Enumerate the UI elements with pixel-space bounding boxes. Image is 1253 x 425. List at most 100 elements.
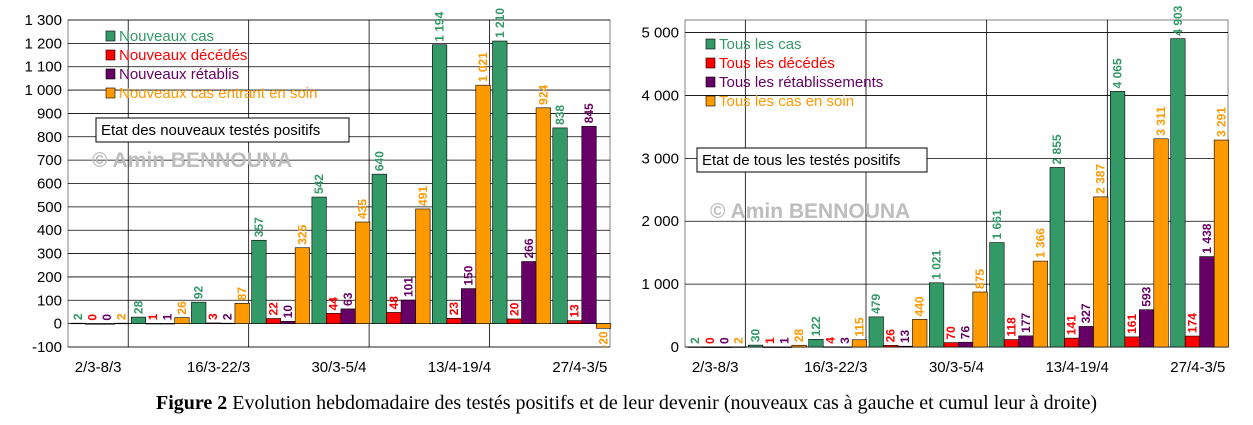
chart1-bar-0 <box>1110 91 1126 348</box>
chart0-ytick-label: 600 <box>37 176 62 193</box>
chart1-legend-swatch-0 <box>705 38 716 50</box>
chart1-ytick-label: 3 000 <box>641 150 679 167</box>
chart0-ytick-label: -100 <box>32 339 62 356</box>
chart1-data-label-2: 13 <box>898 330 912 344</box>
chart0-bar-0 <box>492 40 508 324</box>
chart1-bar-0 <box>868 316 884 348</box>
chart0-title-box <box>95 117 350 143</box>
chart1-bar-3 <box>1213 139 1229 348</box>
chart1-data-label-0: 479 <box>869 294 883 314</box>
chart1-data-label-2: 1 <box>778 337 792 344</box>
chart1-bar-1 <box>702 346 718 348</box>
chart1-bar-0 <box>687 346 703 348</box>
chart1-data-label-1: 70 <box>944 326 958 340</box>
chart1-bar-2 <box>958 341 974 348</box>
chart1-ytick-label: 0 <box>671 339 679 356</box>
chart1-data-label-0: 2 <box>688 337 702 344</box>
chart1-legend-swatch-3 <box>705 95 716 107</box>
chart0-bar-3 <box>595 323 612 329</box>
chart1-bar-1 <box>1003 339 1019 348</box>
chart1-bar-3 <box>1032 260 1048 348</box>
chart1-data-label-1: 1 <box>763 337 777 344</box>
chart0-bar-2 <box>340 308 356 324</box>
chart1-bar-2 <box>1139 309 1155 348</box>
chart0-data-label-1: 48 <box>387 296 401 310</box>
chart1-data-label-1: 118 <box>1004 317 1018 337</box>
chart0-data-label-0: 28 <box>131 300 145 314</box>
chart1-xtick-label: 2/3-8/3 <box>692 359 739 376</box>
chart1-data-label-0: 4 065 <box>1111 58 1125 88</box>
chart0-data-label-2: 845 <box>582 103 596 123</box>
chart0-data-label-1: 1 <box>146 313 160 320</box>
chart1-title: Etat de tous les testés positifs <box>702 152 900 169</box>
chart0-data-label-2: 2 <box>221 313 235 320</box>
chart0-bar-3 <box>234 303 250 324</box>
chart0-data-label-3: 1 021 <box>476 52 490 82</box>
chart0-bar-0 <box>432 44 448 324</box>
chart0-bar-1 <box>85 323 101 325</box>
chart1-bar-0 <box>748 344 764 348</box>
chart1-bar-3 <box>851 339 867 348</box>
chart0-bar-0 <box>251 239 267 324</box>
chart0-legend-swatch-0 <box>105 30 116 42</box>
chart0-ytick-label: 800 <box>37 129 62 146</box>
chart1-xtick-label: 30/3-5/4 <box>929 359 984 376</box>
chart0-bar-3 <box>355 221 371 324</box>
chart0-ytick-label: 1 100 <box>24 59 62 76</box>
chart0-bar-1 <box>506 318 522 324</box>
chart0-ytick-label: 400 <box>37 222 62 239</box>
chart1-bar-3 <box>972 291 988 348</box>
chart1-bar-1 <box>1184 335 1200 348</box>
chart1-legend-label-0: Tous les cas <box>719 36 802 53</box>
figure-caption: Figure 2 Evolution hebdomadaire des test… <box>0 392 1253 415</box>
chart0-bar-3 <box>114 322 130 325</box>
chart0-legend-swatch-2 <box>105 68 116 80</box>
chart0-bar-0 <box>371 173 387 324</box>
figure-caption-label: Figure 2 <box>156 392 228 414</box>
chart0-data-label-2: 1 <box>160 313 174 320</box>
chart0-legend-label-0: Nouveaux cas <box>119 28 214 45</box>
chart1-data-label-0: 30 <box>749 328 763 342</box>
chart0-data-label-1: 20 <box>507 302 521 316</box>
chart1-legend-label-1: Tous les décédés <box>719 55 835 72</box>
chart0-data-label-0: 1 210 <box>493 8 507 38</box>
chart1-plot-area <box>684 19 1229 348</box>
chart1-ytick-label: 5 000 <box>641 25 679 42</box>
chart1-bar-2 <box>1199 256 1215 348</box>
chart0-data-label-0: 1 194 <box>433 11 447 41</box>
chart0-data-label-0: 838 <box>553 105 567 125</box>
chart1-data-label-1: 174 <box>1185 313 1199 333</box>
chart0-data-label-3: -20 <box>597 331 611 349</box>
chart0-data-label-1: 22 <box>266 302 280 316</box>
chart0-bar-2 <box>99 323 115 325</box>
chart0-bar-1 <box>386 312 402 324</box>
chart0-data-label-1: 0 <box>86 314 100 321</box>
chart0-data-label-3: 435 <box>356 199 370 219</box>
chart0-legend-label-2: Nouveaux rétablis <box>119 66 239 83</box>
chart0-data-label-2: 101 <box>401 277 415 297</box>
chart0-data-label-0: 2 <box>71 313 85 320</box>
chart0-data-label-2: 63 <box>341 292 355 306</box>
chart1-legend-swatch-2 <box>705 76 716 88</box>
chart1-bar-2 <box>1078 326 1094 348</box>
chart1-data-label-1: 141 <box>1065 315 1079 335</box>
chart1-bar-0 <box>808 339 824 348</box>
chart0-ytick-label: 500 <box>37 199 62 216</box>
chart0-bar-1 <box>265 318 281 324</box>
chart0-legend-swatch-1 <box>105 49 116 61</box>
chart0-legend-label-1: Nouveaux décédés <box>119 47 247 64</box>
chart0-ytick-label: 1 300 <box>24 12 62 29</box>
chart1-data-label-3: 1 366 <box>1033 228 1047 258</box>
chart1-bar-3 <box>1153 138 1169 348</box>
chart0-data-label-1: 44 <box>327 297 341 311</box>
chart0-bar-3 <box>535 107 551 324</box>
chart1-data-label-3: 3 311 <box>1154 106 1168 136</box>
chart1-data-label-0: 2 855 <box>1050 134 1064 164</box>
chart0-xtick-label: 16/3-22/3 <box>187 359 250 376</box>
chart1-bar-1 <box>762 346 778 348</box>
chart0-data-label-0: 640 <box>372 151 386 171</box>
chart0-data-label-2: 266 <box>522 238 536 258</box>
chart1-legend-label-3: Tous les cas en soin <box>719 93 854 110</box>
chart1-bar-2 <box>837 346 853 348</box>
